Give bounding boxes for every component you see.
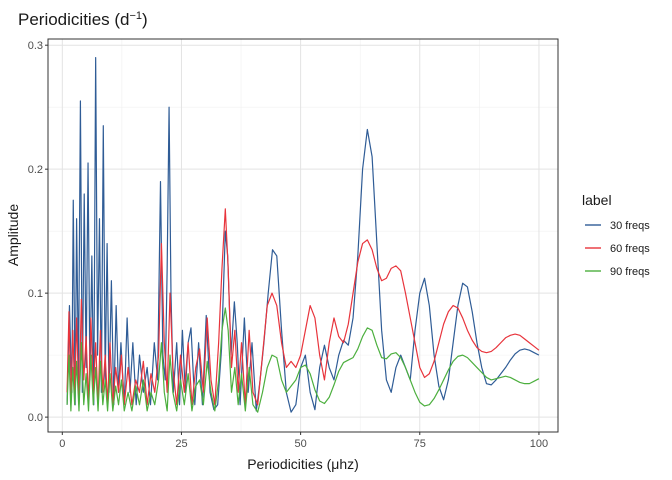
series-layer: [66, 57, 540, 413]
plot-panel-border: [47, 38, 559, 433]
x-tick-label: 0: [59, 438, 65, 450]
chart-title-main: Periodicities (d: [18, 10, 130, 29]
x-tick-label: 100: [530, 438, 548, 450]
x-tick-label: 50: [294, 438, 306, 450]
legend-title: label: [582, 192, 612, 208]
legend-label-1: 30 freqs: [610, 220, 650, 232]
legend-label-2: 60 freqs: [610, 243, 650, 255]
y-tick-label: 0.1: [28, 288, 43, 300]
series-line-3: [66, 307, 540, 413]
chart-title-suffix: ): [142, 10, 148, 29]
chart-title-superscript: −1: [130, 10, 143, 22]
y-tick-label: 0.3: [28, 40, 43, 52]
chart-title: Periodicities (d−1): [18, 10, 148, 29]
grid: [48, 39, 558, 432]
legend: label 30 freqs 60 freqs 90 freqs: [582, 192, 650, 278]
x-axis-ticks: 0 25 50 75 100: [59, 432, 548, 450]
y-axis-ticks: 0.0 0.1 0.2 0.3: [28, 40, 48, 424]
x-tick-label: 25: [175, 438, 187, 450]
y-axis-title: Amplitude: [5, 204, 21, 266]
legend-label-3: 90 freqs: [610, 266, 650, 278]
x-axis-title: Periodicities (μhz): [247, 456, 359, 472]
y-tick-label: 0.0: [28, 412, 43, 424]
series-line-1: [66, 57, 540, 413]
y-tick-label: 0.2: [28, 164, 43, 176]
x-tick-label: 75: [414, 438, 426, 450]
